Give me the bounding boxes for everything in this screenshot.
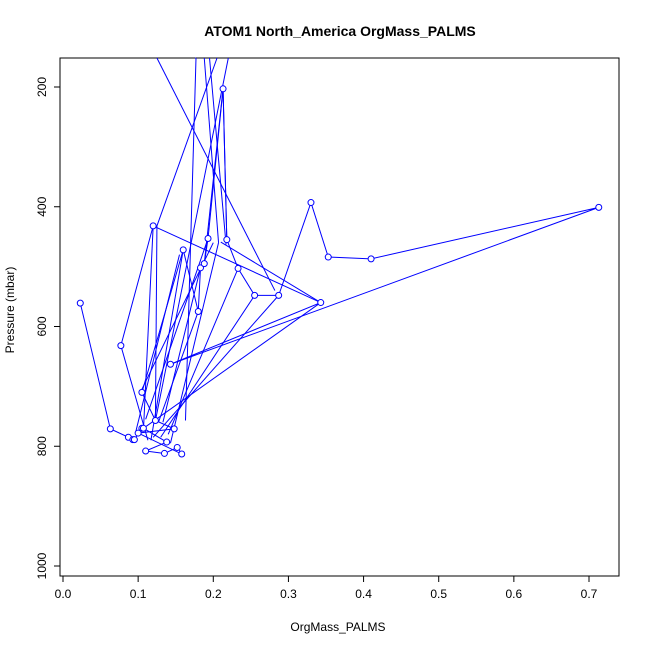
data-point-17 bbox=[194, 308, 202, 316]
connector-line-9 bbox=[160, 295, 256, 438]
data-point-10 bbox=[173, 443, 181, 451]
connector-line-20 bbox=[154, 225, 158, 421]
data-point-1 bbox=[106, 425, 114, 433]
data-point-23 bbox=[234, 264, 242, 272]
chart-title: ATOM1 North_America OrgMass_PALMS bbox=[204, 23, 476, 39]
data-point-29 bbox=[595, 203, 603, 211]
connector-line-7 bbox=[156, 57, 276, 291]
data-point-11 bbox=[178, 450, 186, 458]
data-point-7 bbox=[163, 438, 171, 446]
data-point-27 bbox=[324, 253, 332, 261]
data-point-15 bbox=[138, 388, 146, 396]
connector-line-19 bbox=[120, 345, 149, 441]
x-axis-label: OrgMass_PALMS bbox=[290, 620, 385, 634]
x-tick-label-6: 0.6 bbox=[506, 587, 523, 601]
x-tick-label-2: 0.2 bbox=[205, 587, 222, 601]
data-point-8 bbox=[142, 447, 150, 455]
x-tick-label-4: 0.4 bbox=[355, 587, 372, 601]
x-tick-label-7: 0.7 bbox=[581, 587, 598, 601]
data-point-19 bbox=[200, 260, 208, 268]
data-point-26 bbox=[307, 199, 315, 207]
connector-line-10 bbox=[152, 295, 280, 438]
y-axis: 200 400 600 800 1000 bbox=[35, 77, 61, 579]
data-point-13 bbox=[170, 425, 178, 433]
connector-line-2 bbox=[209, 57, 227, 245]
data-point-20 bbox=[204, 234, 212, 242]
data-point-22 bbox=[223, 236, 231, 244]
data-point-6 bbox=[139, 424, 147, 432]
data-point-24 bbox=[251, 291, 259, 299]
connector-line-0 bbox=[154, 57, 229, 421]
x-tick-label-3: 0.3 bbox=[280, 587, 297, 601]
y-tick-label-4: 1000 bbox=[35, 552, 49, 579]
connector-line-6 bbox=[169, 242, 220, 444]
connector-line-4 bbox=[184, 57, 197, 421]
connector-line-23 bbox=[220, 241, 321, 303]
data-point-9 bbox=[160, 449, 168, 457]
data-point-25 bbox=[275, 291, 283, 299]
connector-line-1 bbox=[156, 57, 218, 227]
data-point-12 bbox=[134, 429, 142, 437]
y-axis-label: Pressure (mbar) bbox=[3, 267, 17, 354]
y-tick-label-3: 800 bbox=[35, 436, 49, 456]
data-point-18 bbox=[197, 264, 205, 272]
plot-area-frame bbox=[59, 57, 620, 577]
data-point-30 bbox=[166, 360, 174, 368]
x-tick-label-5: 0.5 bbox=[430, 587, 447, 601]
data-point-32 bbox=[149, 222, 157, 230]
data-point-31 bbox=[317, 299, 325, 307]
data-point-14 bbox=[151, 417, 159, 425]
data-point-0 bbox=[76, 299, 84, 307]
connector-line-16 bbox=[157, 311, 199, 423]
y-tick-label-0: 200 bbox=[35, 77, 49, 97]
data-point-28 bbox=[367, 255, 375, 263]
x-tick-label-0: 0.0 bbox=[55, 587, 72, 601]
connector-line-18 bbox=[142, 225, 154, 432]
connector-line-14 bbox=[150, 249, 184, 441]
data-point-16 bbox=[179, 246, 187, 254]
connector-line-15 bbox=[143, 302, 322, 429]
data-point-33 bbox=[117, 342, 125, 350]
data-point-4 bbox=[130, 436, 138, 444]
data-series bbox=[76, 85, 603, 458]
data-point-21 bbox=[219, 85, 227, 93]
x-tick-label-1: 0.1 bbox=[130, 587, 147, 601]
y-tick-label-2: 600 bbox=[35, 316, 49, 336]
y-tick-label-1: 400 bbox=[35, 196, 49, 216]
connector-line-3 bbox=[203, 57, 220, 243]
connector-line-17 bbox=[135, 254, 180, 432]
x-axis: 0.0 0.1 0.2 0.3 0.4 0.5 0.6 0.7 bbox=[55, 575, 598, 601]
